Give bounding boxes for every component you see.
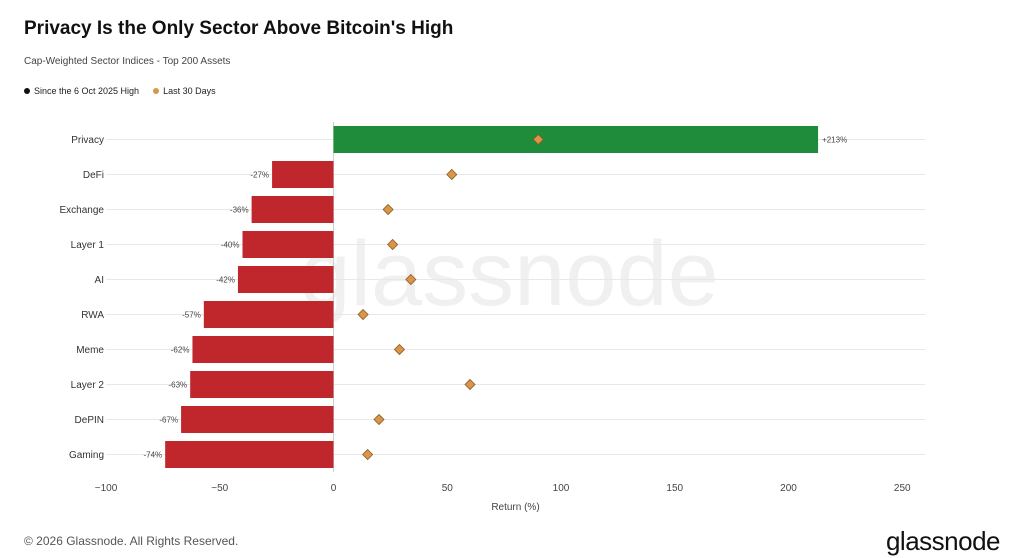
bar-layer-1 [242, 231, 334, 258]
x-tick-label: 0 [331, 483, 337, 494]
diamond-marker [357, 308, 369, 321]
category-label: DeFi [83, 170, 104, 181]
category-label: AI [95, 275, 104, 286]
bar-ai [237, 266, 334, 293]
watermark: glassnode [299, 223, 718, 325]
category-label: RWA [81, 310, 104, 321]
legend-dot-last-30-days [153, 88, 160, 94]
data-label: +213% [822, 136, 847, 145]
x-tick-label: −100 [95, 483, 118, 494]
legend-label-since-high: Since the 6 Oct 2025 High [34, 86, 140, 96]
data-label: -40% [221, 241, 240, 250]
data-label: -67% [159, 416, 178, 425]
category-label: Privacy [71, 135, 104, 146]
legend-item-last-30-days: Last 30 Days [153, 86, 216, 96]
diamond-marker [362, 448, 374, 461]
diamond-marker [393, 343, 406, 356]
data-label: -62% [171, 346, 190, 355]
glassnode-logo: glassnode [885, 526, 1001, 556]
chart-subtitle: Cap-Weighted Sector Indices - Top 200 As… [24, 56, 231, 67]
data-label: -57% [182, 311, 201, 320]
x-tick-label: 50 [442, 483, 454, 494]
bar-privacy [333, 126, 819, 153]
legend-label-last-30-days: Last 30 Days [163, 86, 216, 96]
category-label: Meme [76, 345, 104, 356]
diamond-marker [405, 273, 417, 286]
x-tick-label: 250 [894, 483, 911, 494]
bar-exchange [251, 196, 334, 223]
bar-layer-2 [190, 371, 334, 398]
x-tick-label: 150 [666, 483, 683, 494]
bar-defi [272, 161, 334, 188]
x-tick-label: −50 [211, 483, 228, 494]
data-label: -74% [143, 451, 162, 460]
category-label: Layer 1 [71, 240, 105, 251]
legend-dot-since-high [24, 88, 30, 94]
category-label: DePIN [75, 415, 104, 426]
copyright-text: © 2026 Glassnode. All Rights Reserved. [24, 534, 239, 548]
category-label: Exchange [60, 205, 105, 216]
legend: Since the 6 Oct 2025 High Last 30 Days [24, 86, 216, 96]
x-tick-label: 100 [553, 483, 570, 494]
bar-gaming [165, 441, 334, 468]
chart-title: Privacy Is the Only Sector Above Bitcoin… [24, 18, 454, 39]
data-label: -27% [250, 171, 269, 180]
bar-depin [181, 406, 334, 433]
legend-item-since-high: Since the 6 Oct 2025 High [24, 86, 139, 96]
diamond-marker [373, 413, 385, 426]
x-axis-label: Return (%) [491, 502, 539, 513]
data-label: -36% [230, 206, 249, 215]
diamond-marker [387, 238, 399, 251]
bar-rwa [203, 301, 334, 328]
diamond-marker [382, 203, 394, 216]
data-label: -42% [216, 276, 235, 285]
data-label: -63% [168, 381, 187, 390]
category-label: Gaming [69, 450, 104, 461]
diamond-marker [464, 378, 476, 391]
bar-meme [192, 336, 334, 363]
diamond-marker [446, 168, 458, 181]
diamond-marker [532, 133, 544, 146]
category-label: Layer 2 [71, 380, 105, 391]
x-tick-label: 200 [780, 483, 797, 494]
